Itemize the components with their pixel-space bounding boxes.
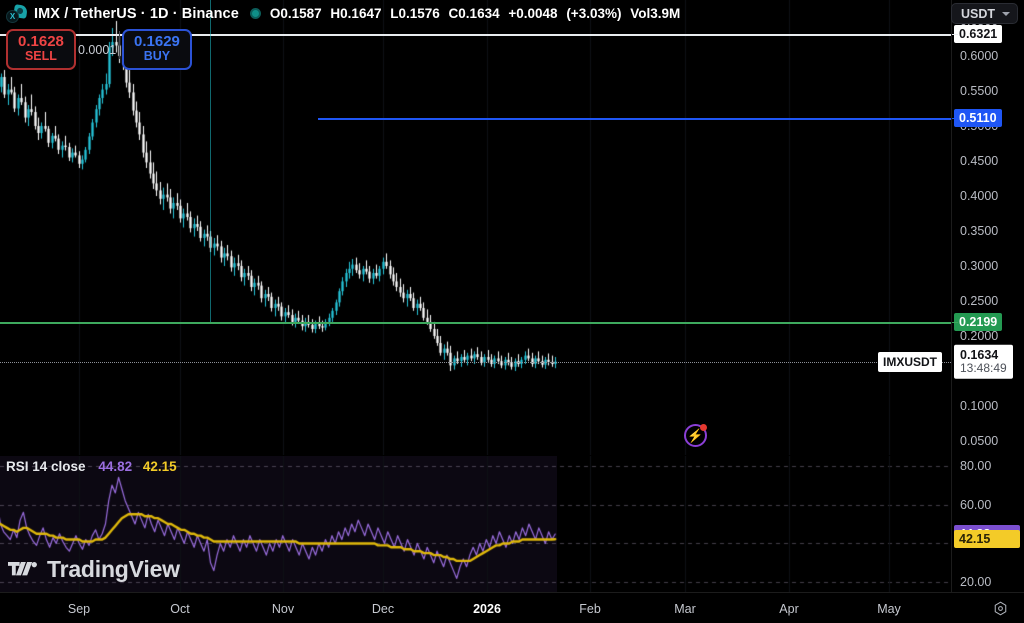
price-axis-tick: 0.3500 [960,224,999,238]
price-axis-tick: 0.0500 [960,434,999,448]
candlestick-series [0,0,951,455]
current-price-box[interactable]: 0.1634 13:48:49 [954,344,1013,379]
currency-selector-label: USDT [960,6,995,21]
sell-label: SELL [24,49,57,64]
rsi-axis-tick: 20.00 [960,575,992,590]
buy-quote-badge[interactable]: 0.1629 BUY [122,29,192,70]
current-price-value: 0.1634 [960,347,999,362]
ohlc-close: C0.1634 [448,6,500,21]
alert-lightning-icon[interactable]: ⚡ [684,424,707,447]
symbol-title[interactable]: IMX / TetherUS · 1D · Binance [34,5,239,22]
time-axis[interactable]: Sep Oct Nov Dec 2026 Feb Mar Apr May [0,592,1024,623]
buy-price: 0.1629 [134,33,180,50]
price-axis-tick: 0.2500 [960,294,999,308]
price-axis-tick: 0.2000 [960,329,999,343]
sell-quote-badge[interactable]: 0.1628 SELL [6,29,76,70]
price-axis-tag-white[interactable]: 0.6321 [954,24,1003,43]
ohlc-open: O0.1587 [269,6,322,21]
chevron-down-icon [1002,11,1010,16]
spread-value: 0.0001 [78,43,117,57]
resistance-line-white[interactable] [0,33,951,36]
ohlc-change: +0.0048 [508,6,558,21]
time-axis-label: Feb [579,602,601,616]
price-axis-tick: 0.6000 [960,49,999,63]
time-axis-label: 2026 [473,602,501,616]
rsi-axis-tag-yellow[interactable]: 42.15 [954,530,1020,549]
price-axis-notch [952,322,958,324]
price-chart-pane[interactable]: ⚡ [0,0,951,455]
price-axis-tag-blue[interactable]: 0.5110 [954,109,1002,128]
time-axis-label: Oct [170,602,190,616]
currency-selector-button[interactable]: USDT [950,3,1018,24]
time-axis-label: Sep [67,602,91,616]
alert-notification-dot [700,424,707,431]
rsi-legend[interactable]: RSI 14 close 44.82 42.15 [6,459,177,474]
tradingview-watermark: TradingView [8,556,180,583]
sell-price: 0.1628 [18,33,64,50]
price-axis-tick: 0.1000 [960,399,999,413]
ohlc-volume: Vol3.9M [630,6,681,21]
rsi-axis-tick: 60.00 [960,497,992,512]
current-price-time: 13:48:49 [960,360,1007,375]
lightning-glyph: ⚡ [687,427,704,443]
price-axis-notch [952,33,958,35]
rsi-axis-tick: 80.00 [960,458,992,473]
symbol-chip[interactable]: IMXUSDT [878,351,942,372]
ohlc-high: H0.1647 [330,6,382,21]
ohlc-change-pct: (+3.03%) [566,6,622,21]
rsi-legend-title: RSI 14 close [6,459,86,474]
buy-label: BUY [143,49,171,64]
ohlc-readout: O0.1587 H0.1647 L0.1576 C0.1634 +0.0048 … [270,6,680,21]
x-badge-icon: X [6,9,19,23]
spread-divider [119,31,120,59]
tradingview-logo-icon [8,562,37,576]
price-axis-tick: 0.4000 [960,189,999,203]
support-line-green[interactable] [0,322,951,325]
time-axis-label: Dec [371,602,395,616]
price-axis-notch [952,118,958,120]
rsi-indicator-pane[interactable] [0,456,951,592]
time-axis-label: Nov [271,602,295,616]
time-axis-label: Mar [674,602,696,616]
price-axis-tick: 0.3000 [960,259,999,273]
timezone-target-icon[interactable] [992,600,1008,616]
rsi-series [0,456,951,592]
current-price-line [0,361,951,363]
resistance-line-blue[interactable] [318,118,951,121]
price-axis[interactable]: 0.65000.60000.55000.50000.45000.40000.35… [878,0,1024,592]
crosshair-vertical-line [210,0,211,323]
price-axis-tick: 0.5500 [960,84,999,98]
price-axis-tag-green[interactable]: 0.2199 [954,313,1003,332]
rsi-legend-value: 44.82 [98,459,133,474]
chart-header: X IMX / TetherUS · 1D · Binance O0.1587 … [0,0,1024,27]
rsi-legend-ma-value: 42.15 [142,459,177,474]
ohlc-low: L0.1576 [390,6,440,21]
time-axis-label: May [877,602,901,616]
tradingview-watermark-text: TradingView [47,556,180,582]
imx-logo-icon: X [6,3,28,24]
price-axis-tick: 0.4500 [960,154,999,168]
live-status-icon [249,8,261,19]
time-axis-label: Apr [779,602,799,616]
